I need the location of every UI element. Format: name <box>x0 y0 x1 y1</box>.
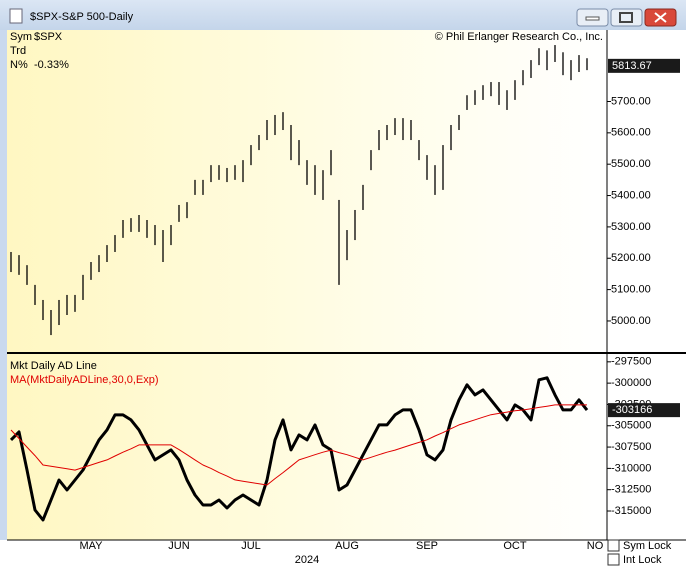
minimize-icon <box>585 16 600 21</box>
checkbox[interactable] <box>607 553 620 566</box>
last-value-box <box>608 58 680 73</box>
x-tick-label: MAY <box>79 540 103 552</box>
series-line <box>10 404 587 486</box>
y-tick-label: 5200.00 <box>611 252 651 264</box>
maximize-icon <box>619 12 633 23</box>
info-value: $SPX <box>34 31 63 43</box>
plot-background <box>7 30 607 540</box>
legend-entry: MA(MktDailyADLine,30,0,Exp) <box>10 374 159 386</box>
last-value-label: -303166 <box>612 404 652 416</box>
x-tick-label: JUL <box>241 540 261 552</box>
app-icon <box>9 8 23 24</box>
info-label: Sym <box>10 31 32 43</box>
checkbox[interactable] <box>607 539 620 552</box>
y-tick-label: -307500 <box>611 441 651 453</box>
checkbox-label: Int Lock <box>623 554 662 566</box>
year-label: 2024 <box>295 554 319 566</box>
x-tick-label: JUN <box>168 540 189 552</box>
y-tick-label: -315000 <box>611 505 651 517</box>
y-tick-label: 5100.00 <box>611 284 651 296</box>
series-line <box>9 376 589 522</box>
window-title: $SPX-S&P 500-Daily <box>30 11 134 23</box>
last-value-box <box>608 403 680 418</box>
y-tick-label: -305000 <box>611 420 651 432</box>
last-value-label: 5813.67 <box>612 60 652 72</box>
y-tick-label: 5700.00 <box>611 95 651 107</box>
y-tick-label: -312500 <box>611 484 651 496</box>
y-tick-label: 5600.00 <box>611 127 651 139</box>
x-tick-label: NO <box>587 540 604 552</box>
y-tick-label: 5500.00 <box>611 158 651 170</box>
y-tick-label: 5400.00 <box>611 189 651 201</box>
maximize-button[interactable] <box>610 8 643 27</box>
date-axis-background <box>0 540 686 573</box>
close-icon <box>654 12 667 23</box>
info-label: N% <box>10 59 28 71</box>
y-tick-label: 5000.00 <box>611 315 651 327</box>
x-tick-label: OCT <box>503 540 527 552</box>
y-tick-label: -300000 <box>611 377 651 389</box>
x-tick-label: AUG <box>335 540 359 552</box>
info-label: Trd <box>10 45 26 57</box>
legend-entry: Mkt Daily AD Line <box>10 360 97 372</box>
y-tick-label: 5300.00 <box>611 221 651 233</box>
x-tick-label: SEP <box>416 540 438 552</box>
y-tick-label: -297500 <box>611 356 651 368</box>
title-bar <box>0 0 686 30</box>
info-value: -0.33% <box>34 59 69 71</box>
axis-background <box>607 30 686 540</box>
copyright: © Phil Erlanger Research Co., Inc. <box>435 31 603 43</box>
checkbox-label: Sym Lock <box>623 540 672 552</box>
y-tick-label: -310000 <box>611 462 651 474</box>
